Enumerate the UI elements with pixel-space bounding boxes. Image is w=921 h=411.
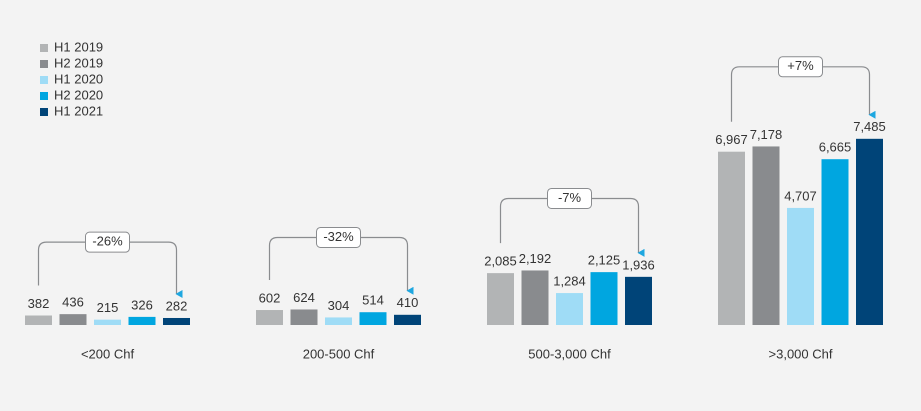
legend-swatch	[40, 44, 48, 52]
value-label: 1,284	[553, 273, 586, 288]
change-box	[316, 226, 361, 248]
bar	[163, 317, 190, 325]
x-tick-label: 500-3,000 Chf	[528, 346, 611, 361]
value-label: 1,936	[622, 257, 655, 272]
legend-label: H2 2019	[54, 55, 103, 70]
legend-label: H1 2021	[54, 103, 103, 118]
legend-swatch	[40, 76, 48, 84]
x-tick-label: <200 Chf	[81, 346, 135, 361]
value-label: 2,085	[484, 254, 517, 269]
value-label: 2,125	[588, 253, 621, 268]
legend-swatch	[40, 60, 48, 68]
bar	[394, 314, 421, 325]
bar	[625, 276, 652, 325]
value-label: 215	[97, 300, 119, 315]
value-label: 6,665	[819, 140, 852, 155]
bar	[590, 272, 618, 325]
value-label: 436	[62, 295, 84, 310]
value-label: 304	[328, 298, 350, 313]
bar	[521, 270, 549, 325]
change-label: -26%	[92, 234, 123, 249]
change-label: +7%	[787, 58, 814, 73]
legend-label: H2 2020	[54, 87, 103, 102]
change-label: -7%	[558, 190, 582, 205]
value-label: 602	[259, 290, 281, 305]
value-label: 282	[166, 298, 188, 313]
legend-label: H1 2020	[54, 71, 103, 86]
value-label: 6,967	[715, 132, 748, 147]
change-box	[547, 187, 592, 209]
bar	[752, 146, 780, 325]
x-tick-label: >3,000 Chf	[769, 346, 833, 361]
value-label: 410	[397, 295, 419, 310]
bar	[856, 138, 883, 325]
bar	[718, 151, 745, 325]
change-box	[85, 231, 130, 253]
value-label: 2,192	[519, 251, 552, 266]
bar	[487, 273, 514, 325]
bar	[325, 317, 352, 325]
legend-swatch	[40, 108, 48, 116]
value-label: 326	[131, 297, 153, 312]
change-box	[778, 56, 823, 78]
bar	[128, 316, 156, 325]
bar	[359, 312, 387, 325]
bar	[256, 310, 283, 325]
legend-swatch	[40, 92, 48, 100]
bar	[59, 314, 87, 325]
bar	[821, 159, 849, 325]
value-label: 514	[362, 293, 384, 308]
value-label: 7,178	[750, 127, 783, 142]
bar	[556, 293, 583, 325]
x-tick-label: 200-500 Chf	[303, 346, 375, 361]
value-label: 7,485	[853, 119, 886, 134]
change-label: -32%	[323, 229, 354, 244]
bar	[94, 319, 121, 325]
legend-label: H1 2019	[54, 39, 103, 54]
bar	[25, 315, 52, 325]
value-label: 382	[28, 296, 50, 311]
bar	[290, 309, 318, 325]
value-label: 624	[293, 290, 315, 305]
bar	[787, 207, 814, 325]
value-label: 4,707	[784, 188, 817, 203]
